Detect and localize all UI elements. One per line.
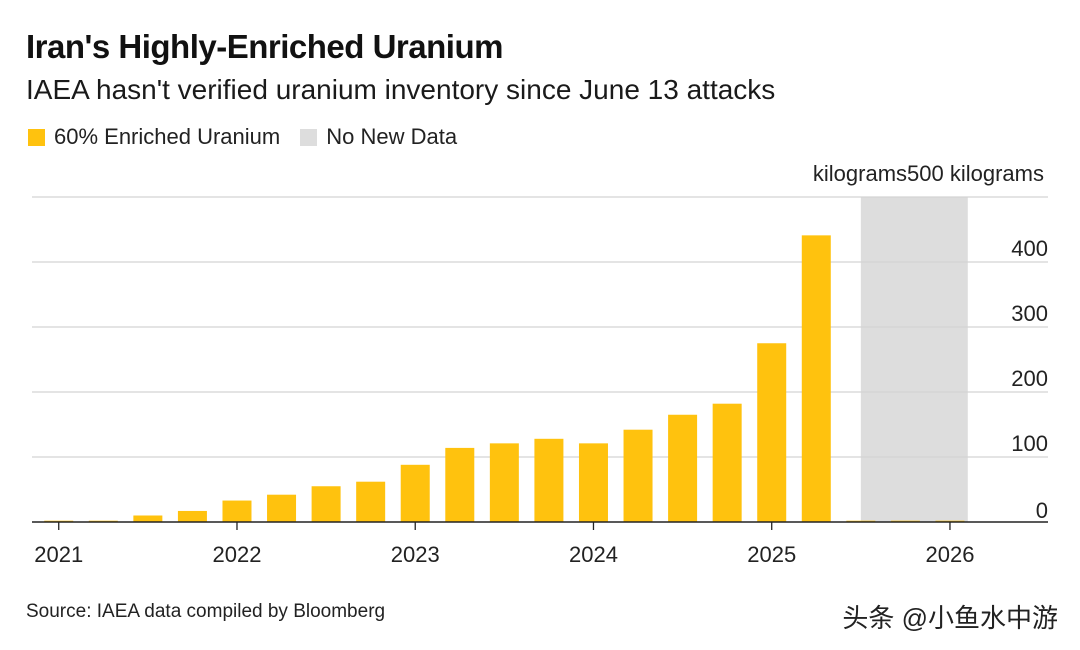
y-tick-label: 200 — [1011, 366, 1048, 391]
y-tick-label: 400 — [1011, 236, 1048, 261]
legend-label-enriched: 60% Enriched Uranium — [54, 124, 281, 149]
chart-legend: 60% Enriched Uranium No New Data — [28, 124, 477, 150]
x-tick-label: 2021 — [34, 542, 83, 567]
bar — [801, 235, 831, 522]
legend-item-no-data: No New Data — [300, 124, 457, 150]
bar — [356, 481, 386, 522]
bar — [534, 438, 564, 522]
bar — [668, 414, 698, 522]
x-tick-label: 2025 — [747, 542, 796, 567]
chart-subtitle: IAEA hasn't verified uranium inventory s… — [26, 74, 776, 105]
bar — [623, 429, 653, 522]
y-tick-label: 100 — [1011, 431, 1048, 456]
legend-swatch-enriched — [28, 128, 45, 146]
y-tick-label: 300 — [1011, 301, 1048, 326]
bar — [311, 486, 341, 522]
legend-swatch-no-data — [300, 128, 318, 146]
x-tick-label: 2026 — [925, 542, 974, 567]
y-unit-label: kilograms500 kilograms — [813, 161, 1044, 186]
legend-label-no-data: No New Data — [326, 124, 458, 149]
no-new-data-region — [860, 197, 968, 522]
bar — [712, 403, 742, 522]
bar — [222, 500, 252, 522]
bar — [757, 343, 787, 522]
x-tick-label: 2022 — [213, 542, 262, 567]
source-note: Source: IAEA data compiled by Bloomberg — [26, 601, 386, 622]
bar — [267, 494, 297, 522]
x-tick-label: 2024 — [569, 542, 618, 567]
y-tick-label: 0 — [1036, 498, 1048, 523]
watermark: 头条 @小鱼水中游 — [842, 603, 1058, 633]
legend-item-enriched: 60% Enriched Uranium — [28, 124, 280, 150]
chart-title: Iran's Highly-Enriched Uranium — [26, 28, 503, 65]
x-tick-label: 2023 — [391, 542, 440, 567]
bar — [400, 464, 430, 522]
bar — [489, 443, 519, 522]
bar — [578, 443, 608, 522]
bar — [177, 510, 207, 522]
bar — [445, 447, 475, 522]
bar — [133, 515, 163, 522]
